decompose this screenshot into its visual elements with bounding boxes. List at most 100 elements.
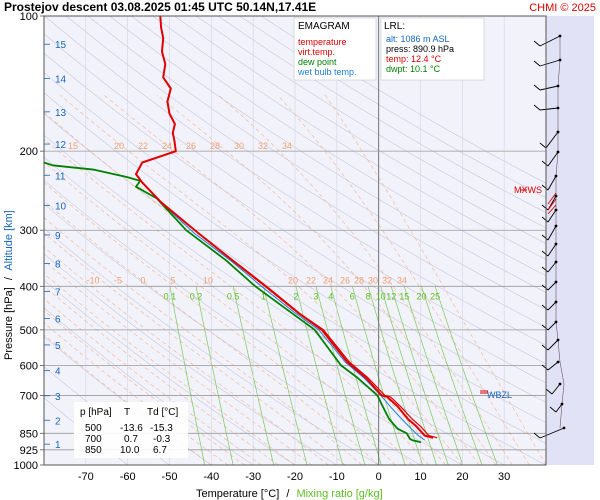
moist-adiabat bbox=[157, 94, 497, 465]
wind-barb-flag bbox=[541, 250, 549, 257]
legend: EMAGRAM temperature virt.temp. dew point… bbox=[293, 17, 377, 81]
adiabat-label-400: 26 bbox=[340, 275, 350, 285]
altitude-label: 8 bbox=[55, 260, 61, 271]
wind-barb-shaft bbox=[547, 175, 557, 191]
wind-barb-flag bbox=[541, 324, 549, 331]
adiabat-label-400: -10 bbox=[86, 275, 99, 285]
wind-barb-flag bbox=[545, 388, 553, 395]
dry-adiabat bbox=[217, 16, 546, 214]
wind-barb bbox=[533, 84, 560, 91]
wind-barb-flag bbox=[541, 284, 549, 291]
table-header-p: p [hPa] bbox=[80, 407, 112, 418]
x-tick-label: 0 bbox=[376, 471, 382, 483]
wind-barb-max bbox=[547, 204, 557, 215]
adiabat-label-200: 28 bbox=[210, 141, 220, 151]
y-tick-label: 700 bbox=[20, 390, 38, 402]
table-header-td: Td [°C] bbox=[147, 407, 178, 418]
wbzl-label: WBZL bbox=[487, 390, 512, 400]
series-layer bbox=[44, 16, 438, 444]
x-tick-label: 30 bbox=[498, 471, 510, 483]
y-tick-label: 400 bbox=[20, 281, 38, 293]
x-axis-label-2: Mixing ratio [g/kg] bbox=[296, 488, 382, 500]
adiabat-label-200: 26 bbox=[186, 141, 196, 151]
plot-border bbox=[43, 15, 547, 466]
lrl-heading: LRL: bbox=[384, 21, 405, 32]
wind-barb bbox=[533, 426, 566, 439]
y-tick-label: 925 bbox=[20, 445, 38, 457]
wind-barb-flag bbox=[549, 406, 557, 413]
altitude-label: 4 bbox=[55, 367, 61, 378]
dry-adiabat bbox=[174, 16, 546, 244]
altitude-label: 13 bbox=[55, 108, 67, 119]
moist-adiabat bbox=[44, 161, 413, 465]
mixing-ratio-label: 12 bbox=[386, 291, 396, 301]
wind-barb-flag bbox=[533, 104, 541, 111]
wind-barb bbox=[541, 242, 558, 257]
altitude-label: 3 bbox=[55, 392, 61, 403]
wind-barb-flag bbox=[539, 142, 547, 149]
lrl-box: LRL: alt: 1086 m ASL press: 890.9 hPa te… bbox=[380, 17, 485, 81]
wind-barb-shaft bbox=[539, 107, 559, 111]
series-temperature bbox=[135, 16, 434, 439]
moist-adiabat bbox=[60, 94, 463, 465]
legend-heading: EMAGRAM bbox=[298, 21, 350, 32]
mixing-ratio-label: 4 bbox=[328, 291, 333, 301]
wind-barb-flag bbox=[541, 304, 549, 311]
lrl-temp: temp: 12.4 °C bbox=[386, 54, 442, 64]
mixing-ratio-label: 8 bbox=[366, 291, 371, 301]
x-tick-label: -10 bbox=[329, 471, 345, 483]
legend-item-wet-bulb: wet bulb temp. bbox=[297, 67, 357, 77]
altitude-label: 14 bbox=[55, 75, 67, 86]
table-row-700-td: -0.3 bbox=[153, 434, 171, 445]
x-axis-label: Temperature [°C] bbox=[196, 488, 279, 500]
mixing-ratio-label: 0.5 bbox=[227, 291, 240, 301]
lrl-box-background bbox=[380, 17, 485, 81]
credit-label: CHMI © 2025 bbox=[529, 2, 596, 14]
mixing-ratio-label: 0.2 bbox=[190, 291, 203, 301]
y-tick-label: 100 bbox=[20, 11, 38, 23]
legend-item-temperature: temperature bbox=[298, 37, 347, 47]
moist-adiabat bbox=[44, 217, 363, 465]
wind-barb-dot bbox=[562, 426, 566, 430]
adiabat-label-400: 20 bbox=[288, 275, 298, 285]
y-tick-label: 600 bbox=[20, 360, 38, 372]
altitude-label: 6 bbox=[55, 315, 61, 326]
altitude-label: 12 bbox=[55, 140, 67, 151]
moist-adiabat bbox=[44, 260, 312, 465]
wind-barb-shaft bbox=[547, 321, 557, 331]
wind-barb bbox=[541, 208, 558, 223]
wind-barb-shaft bbox=[539, 35, 561, 47]
wind-barb-flag bbox=[541, 266, 549, 273]
dry-adiabat bbox=[109, 16, 546, 293]
mixing-ratio-label: 10 bbox=[376, 291, 386, 301]
wind-barb bbox=[539, 130, 560, 149]
x-tick-label: 10 bbox=[414, 471, 426, 483]
wind-barb-shaft bbox=[545, 131, 559, 149]
adiabat-label-400: 30 bbox=[368, 275, 378, 285]
svg-text:Pressure [hPa] / A: Pressure [hPa] / Altitude [km] bbox=[3, 210, 15, 360]
wind-barb-shaft bbox=[555, 403, 563, 413]
moist-adiabat bbox=[44, 138, 430, 465]
adiabat-label-400: 0 bbox=[140, 275, 145, 285]
adiabat-label-400: 10 bbox=[203, 275, 213, 285]
grid-layer: 0.1 0.2 0.5 1 2 3 4 6 8 10 12 15 20 25-70 -60 -50 -40 -30… bbox=[14, 11, 546, 483]
altitude-label: 2 bbox=[55, 416, 61, 427]
moist-adiabat bbox=[44, 246, 329, 465]
mixing-ratio-label: 20 bbox=[416, 291, 426, 301]
wind-barb-flag bbox=[541, 344, 549, 351]
dry-adiabat bbox=[44, 72, 546, 403]
wind-barb-shaft bbox=[551, 383, 561, 395]
wind-barb-shaft bbox=[547, 261, 557, 273]
wind-barb-flag bbox=[541, 160, 549, 167]
wind-barb-flag bbox=[533, 60, 541, 67]
levels-table: p [hPa] T Td [°C] 500 -13.6 -15.3 700 0.… bbox=[74, 402, 188, 458]
wind-panel bbox=[546, 16, 594, 465]
wind-barb-shaft bbox=[547, 225, 557, 241]
moist-adiabat bbox=[103, 94, 480, 465]
wind-barb-shaft bbox=[547, 301, 557, 311]
x-tick-label: -60 bbox=[120, 471, 136, 483]
adiabat-label-400: 22 bbox=[306, 275, 316, 285]
adiabat-label-200: 15 bbox=[68, 141, 78, 151]
adiabat-label-200: 22 bbox=[138, 141, 148, 151]
